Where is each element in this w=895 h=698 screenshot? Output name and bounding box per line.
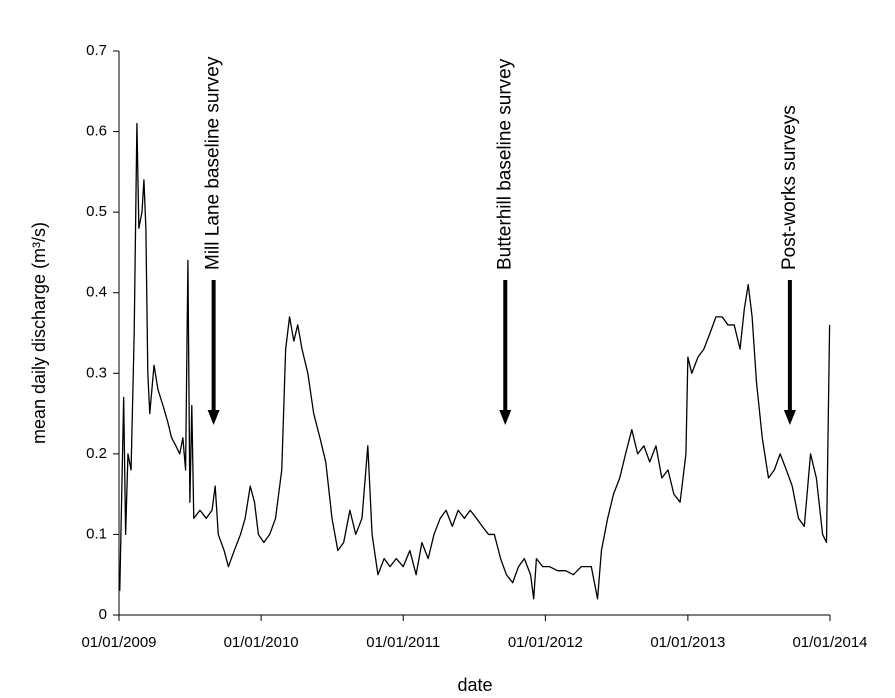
x-tick-label: 01/01/2013 (650, 634, 725, 651)
annotation-text: Post-works surveys (779, 105, 800, 270)
annotation-arrowhead (499, 410, 512, 425)
y-tick-label: 0.2 (86, 445, 107, 462)
x-tick-label: 01/01/2012 (508, 634, 583, 651)
annotation-text: Mill Lane baseline survey (203, 56, 224, 270)
y-tick-label: 0.4 (86, 284, 107, 301)
y-tick-label: 0.6 (86, 123, 107, 140)
annotation-text: Butterhill baseline survey (494, 58, 515, 270)
y-axis-title: mean daily discharge (m³/s) (29, 222, 49, 444)
x-axis-title: date (457, 675, 492, 695)
y-tick-label: 0 (99, 606, 107, 623)
annotation-arrowhead (783, 410, 796, 425)
y-tick-label: 0.1 (86, 525, 107, 542)
y-tick-label: 0.3 (86, 364, 107, 381)
x-tick-label: 01/01/2011 (366, 634, 440, 651)
annotation-arrowhead (207, 410, 220, 425)
data-line (119, 122, 831, 600)
y-tick-label: 0.5 (86, 203, 107, 220)
x-tick-label: 01/01/2009 (81, 634, 156, 651)
x-tick-label: 01/01/2014 (792, 634, 867, 651)
y-tick-label: 0.7 (86, 42, 107, 59)
x-tick-label: 01/01/2010 (224, 634, 299, 651)
